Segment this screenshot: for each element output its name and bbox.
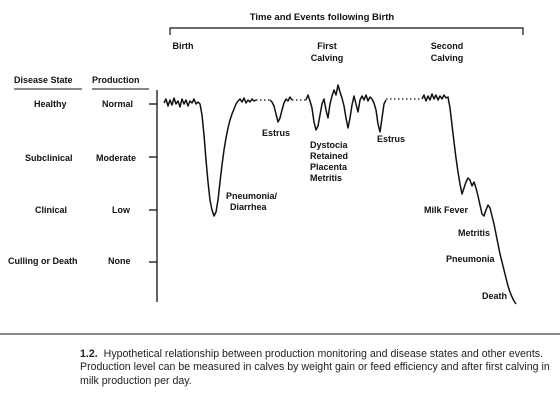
production-curve: [163, 84, 517, 305]
milestone-birth: Birth: [173, 41, 194, 51]
event-death: Death: [482, 291, 507, 301]
title-bracket: [169, 27, 524, 35]
figure-title: Time and Events following Birth: [250, 12, 395, 23]
state-subclinical: Subclinical: [25, 153, 73, 163]
event-pneumonia: Pneumonia: [446, 254, 496, 264]
production-normal: Normal: [102, 99, 133, 109]
event-metritis: Metritis: [458, 228, 490, 238]
header-disease-state: Disease State: [14, 75, 73, 85]
production-moderate: Moderate: [96, 153, 136, 163]
production-low: Low: [112, 205, 131, 215]
production-none: None: [108, 256, 131, 266]
event-estrus-1: Estrus: [262, 128, 290, 138]
state-culling-death: Culling or Death: [8, 256, 78, 266]
curve-second-calving: [421, 93, 517, 305]
caption-text: Hypothetical relationship between produc…: [80, 348, 550, 387]
state-clinical: Clinical: [35, 205, 67, 215]
event-milk-fever: Milk Fever: [424, 205, 469, 215]
state-healthy: Healthy: [34, 99, 67, 109]
caption-number: 1.2.: [80, 348, 98, 360]
event-estrus-2: Estrus: [377, 134, 405, 144]
curve-first-calving: [305, 84, 387, 133]
header-production: Production: [92, 75, 140, 85]
curve-estrus-dip-1: [269, 96, 293, 123]
event-calving-complications: Dystocia Retained Placenta Metritis: [310, 140, 349, 183]
event-pneumonia-diarrhea: Pneumonia/Diarrhea: [226, 191, 278, 212]
milestone-second-calving: Second Calving: [431, 41, 464, 63]
milestone-first-calving: First Calving: [311, 41, 344, 63]
curve-birth-to-estrus: [163, 97, 257, 217]
figure-caption: 1.2. Hypothetical relationship between pr…: [80, 348, 556, 388]
